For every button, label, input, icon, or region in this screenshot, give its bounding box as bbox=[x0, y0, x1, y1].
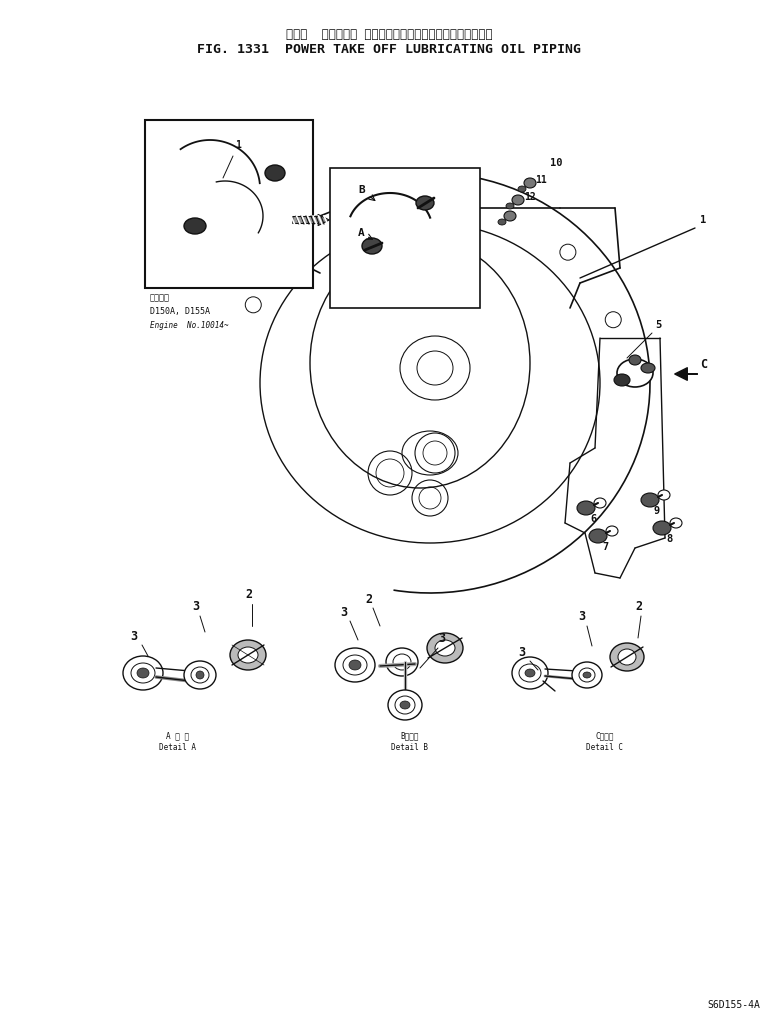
FancyArrowPatch shape bbox=[293, 215, 330, 225]
Ellipse shape bbox=[265, 166, 285, 181]
Ellipse shape bbox=[230, 640, 266, 670]
Text: B: B bbox=[358, 185, 365, 195]
Text: 3: 3 bbox=[192, 600, 199, 613]
Ellipse shape bbox=[577, 501, 595, 515]
Text: Detail B: Detail B bbox=[392, 743, 428, 752]
Text: C: C bbox=[700, 358, 707, 371]
Ellipse shape bbox=[579, 668, 595, 682]
Ellipse shape bbox=[618, 649, 636, 665]
Text: 12: 12 bbox=[524, 192, 536, 201]
Text: 6: 6 bbox=[590, 514, 596, 524]
Ellipse shape bbox=[435, 640, 455, 656]
Ellipse shape bbox=[416, 196, 434, 210]
Text: S6D155-4A: S6D155-4A bbox=[707, 1000, 760, 1009]
Ellipse shape bbox=[395, 696, 415, 714]
Text: 3: 3 bbox=[340, 605, 347, 619]
FancyArrowPatch shape bbox=[675, 368, 697, 380]
Ellipse shape bbox=[196, 671, 204, 680]
Ellipse shape bbox=[629, 355, 641, 365]
Ellipse shape bbox=[123, 656, 163, 690]
Ellipse shape bbox=[349, 660, 361, 670]
Text: 2: 2 bbox=[635, 600, 642, 613]
Ellipse shape bbox=[498, 219, 506, 225]
Bar bbox=[145, 120, 313, 288]
Text: 1: 1 bbox=[700, 215, 707, 225]
Text: 1: 1 bbox=[235, 140, 241, 150]
Text: C部詳細: C部詳細 bbox=[596, 731, 615, 740]
Ellipse shape bbox=[506, 203, 514, 209]
Ellipse shape bbox=[184, 661, 216, 689]
Text: 3: 3 bbox=[130, 630, 137, 642]
Ellipse shape bbox=[518, 186, 526, 192]
Ellipse shape bbox=[658, 490, 670, 500]
Text: 11: 11 bbox=[535, 175, 547, 185]
Ellipse shape bbox=[610, 642, 644, 671]
Ellipse shape bbox=[617, 359, 653, 387]
Ellipse shape bbox=[589, 529, 607, 543]
Text: 7: 7 bbox=[602, 542, 608, 552]
Ellipse shape bbox=[572, 662, 602, 688]
Text: FIG. 1331  POWER TAKE OFF LUBRICATING OIL PIPING: FIG. 1331 POWER TAKE OFF LUBRICATING OIL… bbox=[197, 43, 581, 56]
Ellipse shape bbox=[504, 211, 516, 221]
Text: A: A bbox=[358, 228, 365, 238]
Ellipse shape bbox=[184, 218, 206, 234]
Text: 3: 3 bbox=[518, 646, 525, 659]
Ellipse shape bbox=[427, 633, 463, 663]
Ellipse shape bbox=[343, 655, 367, 675]
Ellipse shape bbox=[512, 657, 548, 689]
Text: 9: 9 bbox=[654, 506, 661, 516]
Text: Detail C: Detail C bbox=[587, 743, 623, 752]
Ellipse shape bbox=[524, 178, 536, 188]
Ellipse shape bbox=[512, 195, 524, 205]
Ellipse shape bbox=[400, 701, 410, 709]
Text: パワー  テークオフ ルーブリケーティングオイルパイピング: パワー テークオフ ルーブリケーティングオイルパイピング bbox=[286, 28, 492, 41]
Text: 8: 8 bbox=[666, 534, 672, 544]
Text: Detail A: Detail A bbox=[160, 743, 196, 752]
Ellipse shape bbox=[525, 669, 535, 677]
Text: 3: 3 bbox=[438, 632, 445, 645]
Text: A 部 詳: A 部 詳 bbox=[167, 731, 189, 740]
Ellipse shape bbox=[614, 374, 630, 386]
Ellipse shape bbox=[606, 526, 618, 536]
Ellipse shape bbox=[641, 493, 659, 507]
Text: B部詳細: B部詳細 bbox=[400, 731, 419, 740]
Ellipse shape bbox=[670, 518, 682, 528]
Ellipse shape bbox=[583, 672, 591, 678]
Ellipse shape bbox=[335, 648, 375, 682]
Text: 適用号機: 適用号機 bbox=[150, 293, 170, 302]
Ellipse shape bbox=[386, 648, 418, 676]
Text: 2: 2 bbox=[365, 593, 372, 605]
Text: D150A, D155A: D150A, D155A bbox=[150, 307, 210, 316]
Ellipse shape bbox=[362, 238, 382, 254]
Text: 3: 3 bbox=[578, 610, 585, 623]
Text: 5: 5 bbox=[655, 320, 661, 330]
Text: 10: 10 bbox=[550, 158, 562, 168]
Ellipse shape bbox=[641, 363, 655, 373]
Ellipse shape bbox=[388, 690, 422, 720]
Ellipse shape bbox=[131, 663, 155, 683]
Ellipse shape bbox=[393, 654, 411, 670]
Ellipse shape bbox=[191, 667, 209, 683]
Ellipse shape bbox=[594, 498, 606, 508]
Text: 2: 2 bbox=[245, 588, 252, 601]
Ellipse shape bbox=[519, 664, 541, 682]
Text: Engine  No.10014~: Engine No.10014~ bbox=[150, 321, 228, 330]
Ellipse shape bbox=[238, 647, 258, 663]
Bar bbox=[330, 168, 480, 308]
Ellipse shape bbox=[137, 668, 149, 678]
Ellipse shape bbox=[653, 521, 671, 535]
